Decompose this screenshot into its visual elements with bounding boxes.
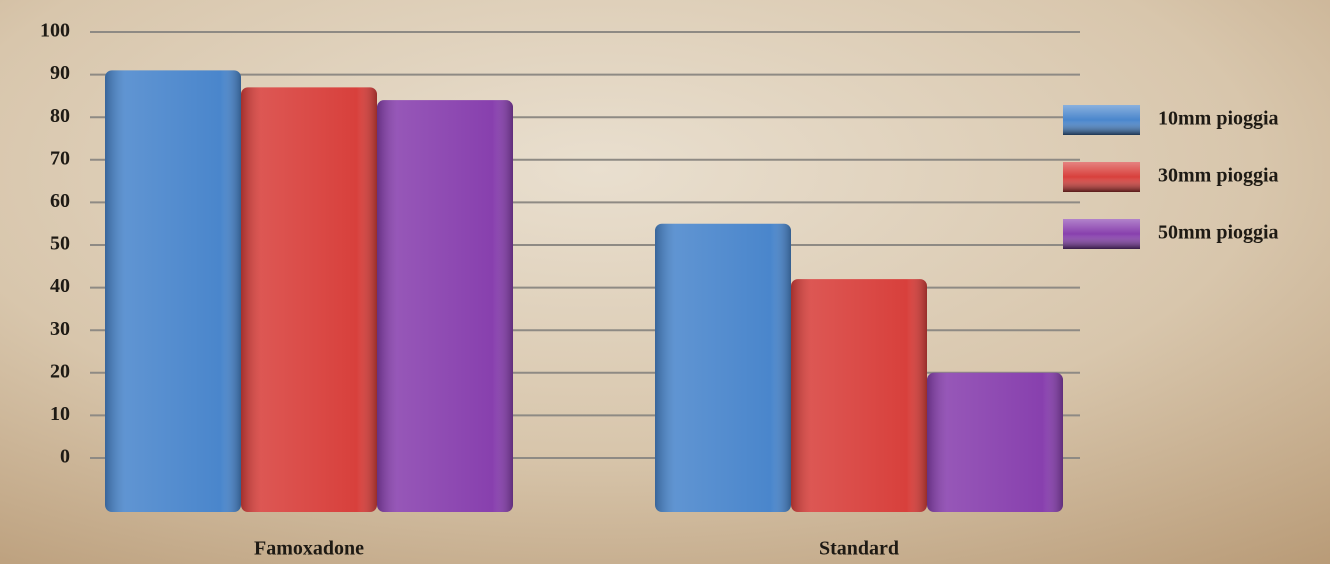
bar-shade <box>655 223 791 512</box>
legend-swatch-shade <box>1063 105 1140 135</box>
bar-shade <box>927 372 1063 512</box>
y-tick-label: 30 <box>50 318 70 340</box>
bar-shade <box>241 87 377 512</box>
x-tick-label: Standard <box>819 538 899 560</box>
y-tick-label: 100 <box>40 20 70 42</box>
legend-swatch-shade <box>1063 162 1140 192</box>
legend-label: 30mm pioggia <box>1158 165 1279 187</box>
y-tick-label: 0 <box>60 446 70 468</box>
bar-shade <box>105 70 241 512</box>
legend-swatch-shade <box>1063 219 1140 249</box>
bar-shade <box>377 100 513 512</box>
y-tick-label: 70 <box>50 147 70 169</box>
bar-shade <box>791 279 927 512</box>
legend-label: 50mm pioggia <box>1158 222 1279 244</box>
y-tick-label: 40 <box>50 275 70 297</box>
y-tick-label: 50 <box>50 233 70 255</box>
y-tick-label: 20 <box>50 360 70 382</box>
y-tick-label: 60 <box>50 190 70 212</box>
y-tick-label: 10 <box>50 403 70 425</box>
y-tick-label: 80 <box>50 105 70 127</box>
x-tick-label: Famoxadone <box>254 538 364 560</box>
y-tick-label: 90 <box>50 62 70 84</box>
legend-label: 10mm pioggia <box>1158 108 1279 130</box>
